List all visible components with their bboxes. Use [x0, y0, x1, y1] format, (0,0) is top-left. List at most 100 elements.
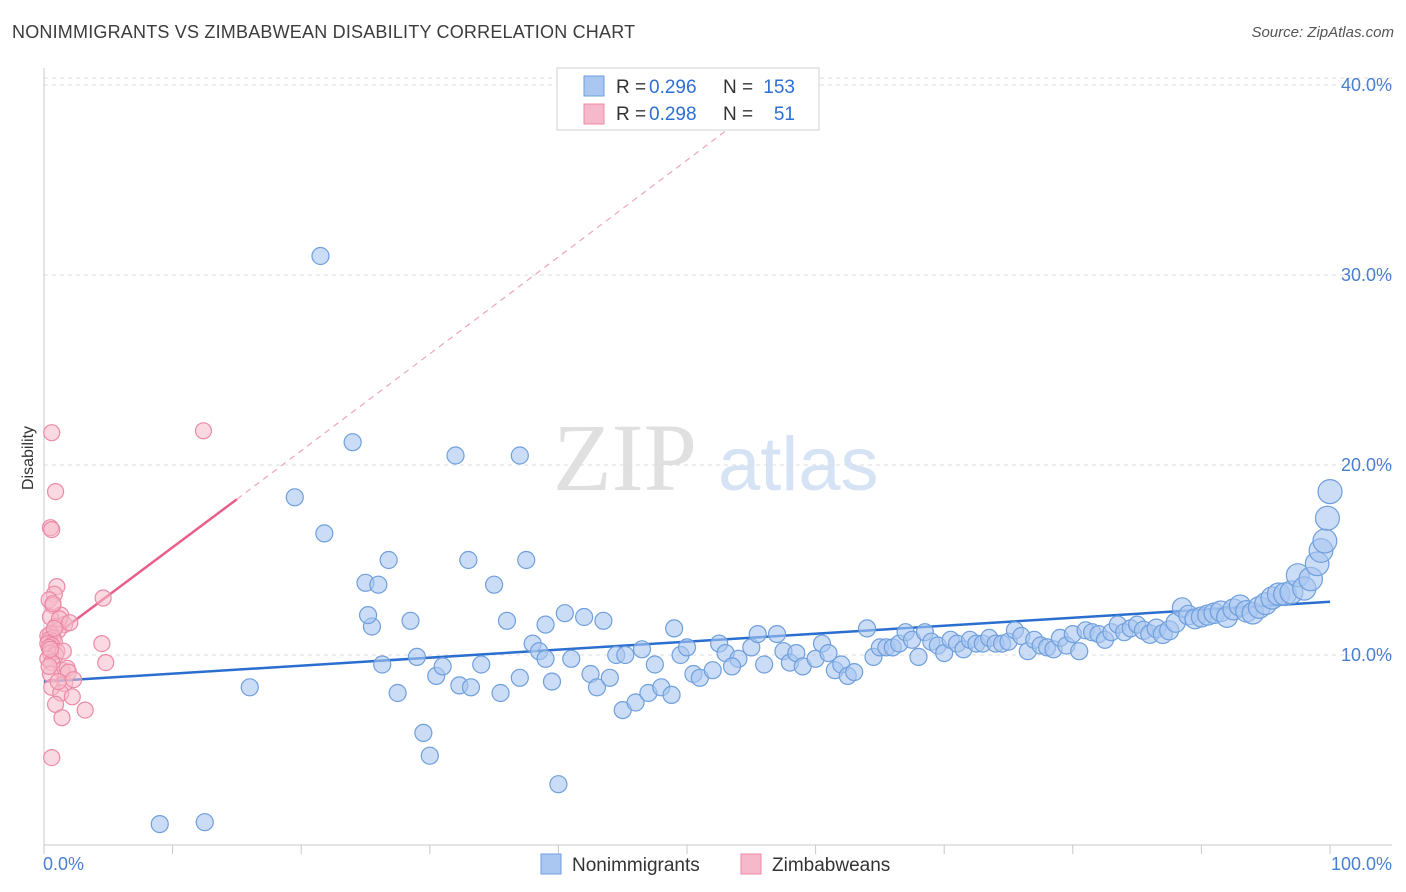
bottom-swatch-blue	[540, 853, 562, 875]
series-legend: Nonimmigrants Zimbabweans	[540, 853, 890, 876]
x-tick-label-min: 0.0%	[43, 854, 84, 874]
y-tick-label: 30.0%	[1341, 265, 1392, 285]
bottom-swatch-pink	[740, 853, 762, 875]
point-nonimmigrants	[401, 611, 420, 630]
watermark-zip: ZIP	[553, 404, 697, 511]
point-nonimmigrants	[703, 661, 722, 680]
point-nonimmigrants	[510, 668, 529, 687]
point-zimbabweans	[93, 634, 111, 653]
point-zimbabweans	[41, 640, 60, 658]
y-tick-label: 40.0%	[1341, 75, 1392, 95]
point-nonimmigrants	[845, 662, 864, 682]
point-nonimmigrants	[600, 668, 619, 687]
point-zimbabweans	[45, 619, 63, 638]
point-nonimmigrants	[1312, 528, 1338, 554]
legend-n-value-1: 153	[763, 77, 795, 98]
point-nonimmigrants	[150, 814, 169, 834]
trend-extension-zimbabweans	[236, 111, 752, 500]
y-tick-label: 20.0%	[1341, 455, 1392, 475]
point-nonimmigrants	[594, 611, 613, 630]
point-nonimmigrants	[472, 655, 491, 674]
chart-title: NONIMMIGRANTS VS ZIMBABWEAN DISABILITY C…	[12, 22, 636, 42]
point-nonimmigrants	[446, 446, 465, 465]
legend-r-value-1: 0.296	[649, 77, 697, 98]
point-nonimmigrants	[575, 607, 594, 627]
point-zimbabweans	[43, 520, 61, 539]
point-nonimmigrants	[626, 693, 645, 712]
point-nonimmigrants	[420, 746, 439, 765]
correlation-legend: R = 0.296 N = 153 R = 0.298 N = 51	[556, 67, 820, 131]
point-zimbabweans	[94, 589, 112, 607]
point-nonimmigrants	[542, 672, 562, 691]
point-nonimmigrants	[461, 678, 481, 697]
x-tick-label-max: 100.0%	[1331, 854, 1392, 874]
point-zimbabweans	[43, 424, 61, 442]
point-nonimmigrants	[909, 647, 928, 667]
point-nonimmigrants	[195, 813, 214, 832]
point-nonimmigrants	[587, 678, 607, 697]
point-nonimmigrants	[373, 655, 392, 674]
grid-lines	[44, 77, 1392, 656]
point-nonimmigrants	[240, 678, 259, 697]
point-zimbabweans	[53, 709, 71, 727]
point-nonimmigrants	[1314, 505, 1340, 531]
point-nonimmigrants	[549, 775, 568, 794]
point-zimbabweans	[49, 672, 67, 691]
point-zimbabweans	[40, 657, 58, 676]
point-nonimmigrants	[311, 246, 330, 266]
legend-n-label-2: N =	[723, 104, 753, 125]
point-nonimmigrants	[1317, 479, 1343, 505]
legend-swatch-pink	[583, 103, 605, 125]
point-nonimmigrants	[562, 649, 581, 668]
point-nonimmigrants	[485, 575, 504, 594]
point-nonimmigrants	[517, 550, 536, 570]
series-nonimmigrants	[150, 246, 1343, 834]
point-nonimmigrants	[645, 655, 664, 674]
point-nonimmigrants	[414, 723, 433, 743]
point-nonimmigrants	[536, 649, 555, 668]
y-tick-label: 10.0%	[1341, 645, 1392, 665]
point-zimbabweans	[97, 653, 115, 672]
legend-n-label-1: N =	[723, 77, 753, 98]
point-nonimmigrants	[369, 575, 388, 594]
point-zimbabweans	[44, 595, 62, 613]
point-nonimmigrants	[722, 657, 742, 676]
y-axis-label: Disability	[20, 426, 37, 490]
point-zimbabweans	[64, 671, 83, 689]
legend-n-value-2: 51	[774, 104, 795, 125]
legend-r-label-2: R =	[616, 104, 646, 125]
legend-r-value-2: 0.298	[649, 104, 697, 125]
point-nonimmigrants	[665, 619, 684, 638]
point-nonimmigrants	[616, 645, 635, 665]
bottom-legend-zimbabweans: Zimbabweans	[772, 855, 890, 876]
point-nonimmigrants	[497, 611, 517, 630]
legend-swatch-blue	[583, 75, 605, 97]
bottom-legend-nonimmigrants: Nonimmigrants	[572, 855, 700, 876]
point-nonimmigrants	[285, 488, 304, 507]
point-nonimmigrants	[632, 640, 652, 659]
point-zimbabweans	[63, 688, 81, 706]
point-nonimmigrants	[379, 550, 398, 570]
trend-lines	[43, 111, 1331, 683]
point-nonimmigrants	[388, 683, 407, 703]
point-zimbabweans	[61, 614, 79, 632]
legend-r-label-1: R =	[616, 77, 646, 98]
point-nonimmigrants	[662, 685, 681, 705]
source-credit: Source: ZipAtlas.com	[1251, 24, 1394, 41]
point-nonimmigrants	[767, 624, 787, 644]
series-zimbabweans	[39, 422, 213, 767]
point-nonimmigrants	[1070, 642, 1089, 661]
point-nonimmigrants	[819, 643, 838, 663]
point-zimbabweans	[46, 483, 65, 501]
point-nonimmigrants	[491, 683, 510, 703]
point-nonimmigrants	[343, 433, 362, 452]
point-zimbabweans	[76, 701, 94, 719]
point-nonimmigrants	[433, 657, 452, 676]
point-nonimmigrants	[748, 624, 767, 644]
point-nonimmigrants	[677, 638, 697, 657]
point-zimbabweans	[43, 748, 61, 767]
tick-labels: 10.0% 20.0% 30.0% 40.0% 0.0% 100.0%	[43, 75, 1392, 874]
point-nonimmigrants	[407, 647, 427, 667]
point-nonimmigrants	[536, 615, 555, 634]
